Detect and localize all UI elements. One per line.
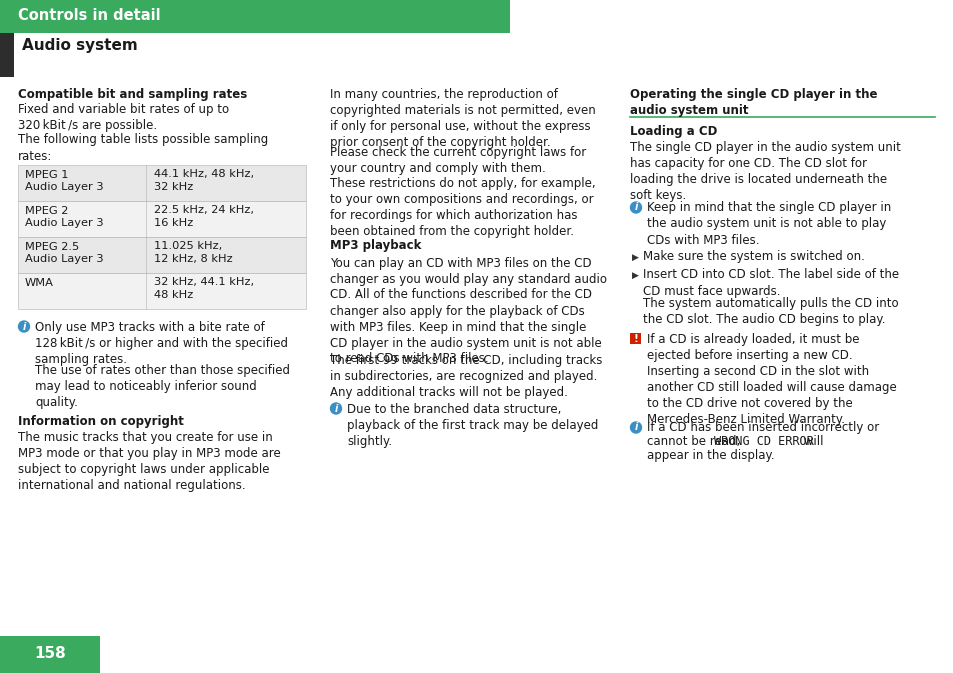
Bar [0,33,14,77]
Text: Controls in detail: Controls in detail [18,8,160,23]
Text: WRONG CD ERROR: WRONG CD ERROR [713,435,813,448]
Bar [630,333,640,344]
Text: Please check the current copyright laws for
your country and comply with them.: Please check the current copyright laws … [330,146,586,175]
Text: In many countries, the reproduction of
copyrighted materials is not permitted, e: In many countries, the reproduction of c… [330,88,595,149]
Text: will: will [800,435,822,448]
Text: MPEG 1
Audio Layer 3: MPEG 1 Audio Layer 3 [25,170,104,192]
Text: The first 99 tracks on the CD, including tracks
in subdirectories, are recognize: The first 99 tracks on the CD, including… [330,354,601,399]
Text: Keep in mind that the single CD player in
the audio system unit is not able to p: Keep in mind that the single CD player i… [646,201,890,246]
Text: Audio system: Audio system [22,38,137,53]
Text: MP3 playback: MP3 playback [330,239,421,252]
Text: The use of rates other than those specified
may lead to noticeably inferior soun: The use of rates other than those specif… [35,364,290,409]
Text: 22.5 kHz, 24 kHz,
16 kHz: 22.5 kHz, 24 kHz, 16 kHz [153,205,253,228]
Text: Fixed and variable bit rates of up to
320 kBit /s are possible.: Fixed and variable bit rates of up to 32… [18,104,229,133]
Text: Insert CD into CD slot. The label side of the
CD must face upwards.: Insert CD into CD slot. The label side o… [642,269,898,297]
Circle shape [330,403,341,414]
Bar [18,201,306,236]
Text: If a CD has been inserted incorrectly or: If a CD has been inserted incorrectly or [646,421,879,435]
Text: Due to the branched data structure,
playback of the first track may be delayed
s: Due to the branched data structure, play… [347,402,598,448]
Text: Make sure the system is switched on.: Make sure the system is switched on. [642,250,864,263]
Text: The music tracks that you create for use in
MP3 mode or that you play in MP3 mod: The music tracks that you create for use… [18,431,280,492]
Text: Information on copyright: Information on copyright [18,415,184,427]
Circle shape [630,202,640,213]
Text: These restrictions do not apply, for example,
to your own compositions and recor: These restrictions do not apply, for exa… [330,177,595,238]
Text: cannot be read,: cannot be read, [646,435,743,448]
Text: MPEG 2.5
Audio Layer 3: MPEG 2.5 Audio Layer 3 [25,242,104,264]
Text: i: i [634,423,637,433]
Text: Loading a CD: Loading a CD [629,125,717,138]
Bar [18,164,306,201]
Text: WMA: WMA [25,277,53,287]
Text: If a CD is already loaded, it must be
ejected before inserting a new CD.
Inserti: If a CD is already loaded, it must be ej… [646,332,896,425]
Text: !: ! [633,334,638,343]
Text: You can play an CD with MP3 files on the CD
changer as you would play any standa: You can play an CD with MP3 files on the… [330,256,606,365]
Bar [0,636,100,673]
Text: The system automatically pulls the CD into
the CD slot. The audio CD begins to p: The system automatically pulls the CD in… [642,297,898,326]
Text: MPEG 2
Audio Layer 3: MPEG 2 Audio Layer 3 [25,205,104,228]
Text: i: i [634,203,637,213]
Text: 158: 158 [34,647,66,662]
Circle shape [18,321,30,332]
Text: ▶: ▶ [631,271,639,280]
Text: Only use MP3 tracks with a bite rate of
128 kBit /s or higher and with the speci: Only use MP3 tracks with a bite rate of … [35,320,288,365]
Text: i: i [334,404,337,413]
Text: 11.025 kHz,
12 kHz, 8 kHz: 11.025 kHz, 12 kHz, 8 kHz [153,242,233,264]
Text: The single CD player in the audio system unit
has capacity for one CD. The CD sl: The single CD player in the audio system… [629,141,900,203]
Text: i: i [22,322,26,332]
Text: 32 kHz, 44.1 kHz,
48 kHz: 32 kHz, 44.1 kHz, 48 kHz [153,277,253,300]
Text: The following table lists possible sampling
rates:: The following table lists possible sampl… [18,133,268,162]
Circle shape [630,422,640,433]
Text: Compatible bit and sampling rates: Compatible bit and sampling rates [18,88,247,101]
Text: 44.1 kHz, 48 kHz,
32 kHz: 44.1 kHz, 48 kHz, 32 kHz [153,170,253,192]
Bar [18,273,306,308]
Text: appear in the display.: appear in the display. [646,448,774,462]
Bar [0,0,510,33]
Text: Operating the single CD player in the
audio system unit: Operating the single CD player in the au… [629,88,877,117]
Bar [18,236,306,273]
Text: ▶: ▶ [631,252,639,262]
